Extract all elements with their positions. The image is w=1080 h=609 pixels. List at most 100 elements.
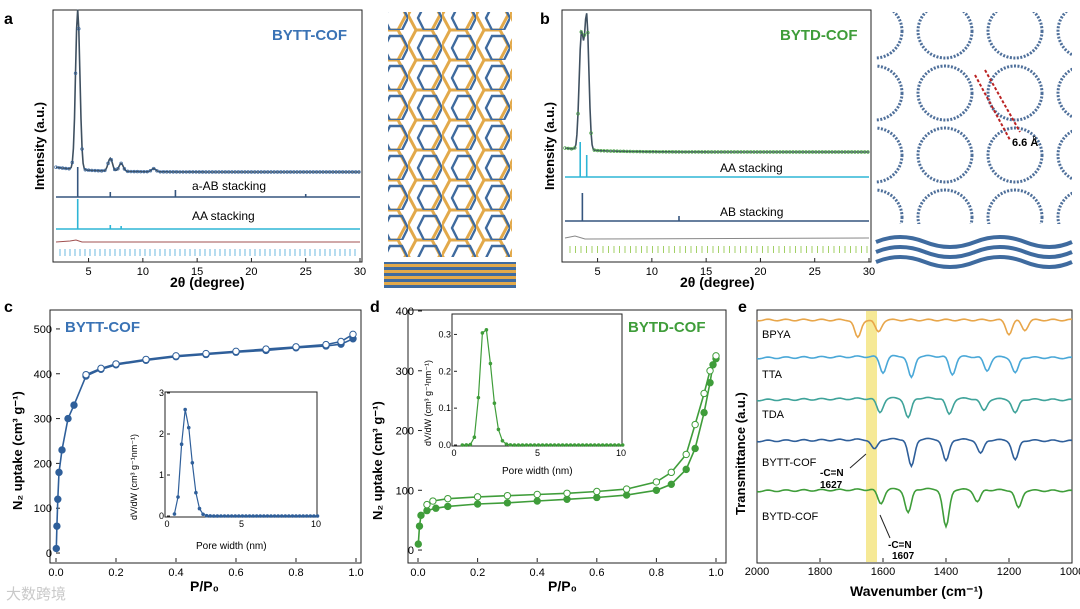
panel-d-inset-point-37 <box>608 443 613 447</box>
panel-d-xtick-label-1: 0.2 <box>470 567 485 579</box>
panel-c-adsorption-point-4 <box>58 446 66 454</box>
panel-a-exp-point <box>305 170 309 174</box>
panel-d-inset-point-11 <box>504 442 509 446</box>
panel-d-inset-point-0 <box>460 443 465 447</box>
panel-a-exp-point <box>135 169 140 174</box>
panel-c-inset-point-9 <box>204 513 209 518</box>
panel-b-exp-point <box>794 150 798 154</box>
panel-b-exp-point <box>810 150 815 154</box>
panel-b-exp-point <box>843 150 847 154</box>
panel-d-inset-point-10 <box>500 438 505 443</box>
panel-b-exp-point <box>647 150 652 154</box>
panel-c-xtick-label-1: 0.2 <box>108 567 123 579</box>
panel-letter-a: a <box>4 11 13 28</box>
panel-a-exp-point <box>249 170 254 174</box>
panel-e-xtick-label-5: 1000 <box>1060 566 1080 578</box>
panel-a-exp-point <box>93 168 97 173</box>
panel-d-adsorption-point-6 <box>473 500 482 508</box>
panel-d-inset-point-17 <box>528 443 533 447</box>
panel-a-exp-point <box>210 170 215 174</box>
panel-a-exp-point <box>145 169 149 174</box>
panel-a-exp-point <box>168 170 172 174</box>
panel-a-exp-point <box>295 170 299 174</box>
panel-b-exp-point <box>804 150 808 154</box>
panel-b-exp-point <box>641 149 645 154</box>
panel-b-exp-point <box>859 150 864 154</box>
panel-c-inset-point-27 <box>269 514 273 518</box>
panel-a-exp-point <box>129 169 133 174</box>
panel-c-adsorption-point-3 <box>55 468 63 477</box>
panel-a-exp-point <box>262 170 267 174</box>
panel-c-inset-ylabel: dV/dW (cm³ g⁻¹nm⁻¹) <box>129 434 139 520</box>
panel-b-exp-point <box>706 150 711 154</box>
panel-d-xtick-label-2: 0.4 <box>530 567 545 579</box>
panel-a-exp-point <box>344 170 348 174</box>
panel-a-experimental-curve <box>55 9 360 173</box>
panel-b-exp-point <box>849 150 854 154</box>
panel-d-desorption-point-15 <box>423 500 431 509</box>
panel-d-inset-ylabel: dV/dW (cm³ g⁻¹nm⁻¹) <box>423 360 433 446</box>
ftir-curve-bytd-cof <box>756 487 1073 529</box>
panel-a-exp-point <box>73 71 78 76</box>
panel-b-exp-point <box>765 150 769 154</box>
panel-c-inset-point-39 <box>312 514 316 518</box>
panel-c-ytick-label-3: 300 <box>34 414 52 426</box>
panel-b-exp-point <box>862 150 867 154</box>
annotation-1-label: -C=N <box>820 468 844 479</box>
panel-a-exp-point <box>194 170 198 174</box>
panel-a-xlabel: 2θ (degree) <box>170 274 244 290</box>
panel-a-exp-point <box>252 170 257 174</box>
panel-d-inset-point-20 <box>540 443 545 447</box>
panel-d-adsorption-point-11 <box>622 491 631 499</box>
watermark: 大数跨境 <box>6 585 67 603</box>
pore-size-label: 6.6 Å <box>1012 136 1038 149</box>
panel-c-inset-point-21 <box>247 514 252 518</box>
panel-b-frame <box>561 9 872 263</box>
panel-b-exp-point <box>631 149 636 154</box>
panel-b-exp-point <box>573 146 577 150</box>
panel-c-inset-point-15 <box>226 514 230 518</box>
panel-a-curve-label-1: a-AB stacking <box>192 179 266 193</box>
panel-d-inset-point-38 <box>612 443 617 447</box>
panel-b-xtick-label-4: 25 <box>809 266 821 278</box>
panel-a-exp-point <box>158 170 162 174</box>
panel-b-exp-point <box>654 150 658 154</box>
panel-d-ytick-label-3: 300 <box>396 366 414 378</box>
panel-d-inset-point-1 <box>464 443 469 447</box>
panel-b-exp-point <box>732 150 737 154</box>
panel-a-exp-point <box>181 170 185 174</box>
panel-a-exp-point <box>347 170 351 174</box>
panel-b-exp-point <box>608 149 613 153</box>
panel-d-xtick-label-4: 0.8 <box>649 567 664 579</box>
panel-c-inset-xlabel: Pore width (nm) <box>196 541 267 552</box>
panel-a-exp-point <box>353 170 358 174</box>
panel-c-inset-point-23 <box>254 514 259 518</box>
panel-b-exp-point <box>693 150 697 154</box>
panel-d-inset-point-31 <box>584 443 589 447</box>
panel-d-xtick-label-3: 0.6 <box>589 567 604 579</box>
bytt-cof-structure-top-image <box>388 12 512 257</box>
panel-a-exp-point <box>282 170 286 174</box>
panel-a-exp-point <box>288 170 293 174</box>
ftir-curve-tta <box>756 354 1073 379</box>
panel-b-exp-point <box>823 150 828 154</box>
panel-a-exp-point <box>90 168 94 173</box>
panel-b-exp-point <box>612 149 616 153</box>
panel-d-title: BYTD-COF <box>628 319 706 336</box>
panel-a-exp-point <box>331 170 335 174</box>
panel-d-inset-point-27 <box>568 443 573 447</box>
panel-d-desorption-point-8 <box>593 487 601 496</box>
panel-b-curve-label-2: AB stacking <box>720 205 783 219</box>
panel-b-exp-point <box>569 147 574 151</box>
panel-a-exp-point <box>246 170 250 174</box>
panel-a-xtick-label-5: 30 <box>354 266 366 278</box>
panel-a-exp-point <box>298 170 302 174</box>
panel-a-exp-point <box>200 170 205 174</box>
panel-b-exp-point <box>592 148 597 152</box>
panel-c-inset-point-3 <box>183 407 187 412</box>
panel-c-inset-point-2 <box>179 442 184 446</box>
panel-b-exp-point <box>667 150 671 154</box>
panel-e-xtick-label-1: 1800 <box>808 566 832 578</box>
panel-b-exp-point <box>680 150 684 154</box>
panel-c-desorption-point-7 <box>172 352 180 360</box>
